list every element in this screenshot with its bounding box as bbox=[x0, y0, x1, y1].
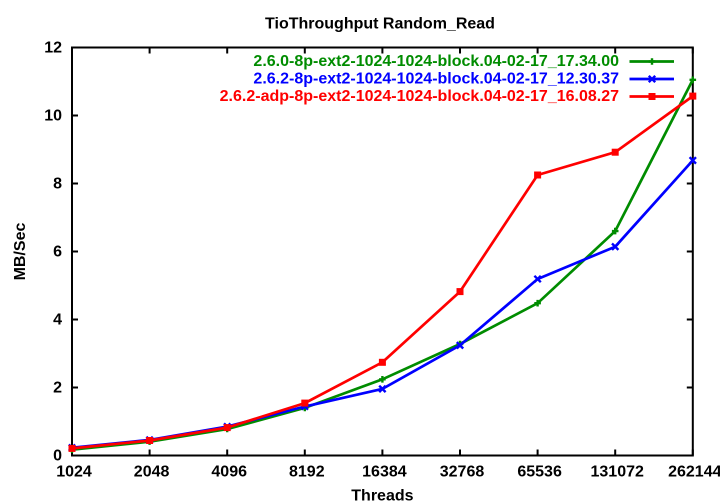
svg-text:10: 10 bbox=[44, 108, 62, 125]
svg-text:32768: 32768 bbox=[440, 464, 485, 481]
svg-text:6: 6 bbox=[53, 244, 62, 261]
svg-text:262144: 262144 bbox=[668, 464, 720, 481]
svg-text:1024: 1024 bbox=[56, 464, 92, 481]
svg-text:2: 2 bbox=[53, 380, 62, 397]
svg-text:Threads: Threads bbox=[351, 488, 413, 504]
svg-text:0: 0 bbox=[53, 448, 62, 465]
svg-text:12: 12 bbox=[44, 40, 62, 57]
svg-text:2.6.2-8p-ext2-1024-1024-block.: 2.6.2-8p-ext2-1024-1024-block.04-02-17_1… bbox=[253, 71, 619, 88]
svg-text:2.6.2-adp-8p-ext2-1024-1024-bl: 2.6.2-adp-8p-ext2-1024-1024-block.04-02-… bbox=[220, 88, 619, 105]
svg-text:MB/Sec: MB/Sec bbox=[12, 223, 29, 281]
svg-text:8: 8 bbox=[53, 176, 62, 193]
svg-text:131072: 131072 bbox=[591, 464, 644, 481]
svg-text:2048: 2048 bbox=[134, 464, 170, 481]
svg-text:8192: 8192 bbox=[289, 464, 325, 481]
svg-text:4096: 4096 bbox=[211, 464, 247, 481]
svg-text:65536: 65536 bbox=[517, 464, 562, 481]
svg-text:16384: 16384 bbox=[362, 464, 407, 481]
svg-text:2.6.0-8p-ext2-1024-1024-block.: 2.6.0-8p-ext2-1024-1024-block.04-02-17_1… bbox=[253, 53, 619, 70]
svg-text:4: 4 bbox=[53, 312, 62, 329]
svg-text:TioThroughput Random_Read: TioThroughput Random_Read bbox=[265, 16, 495, 33]
